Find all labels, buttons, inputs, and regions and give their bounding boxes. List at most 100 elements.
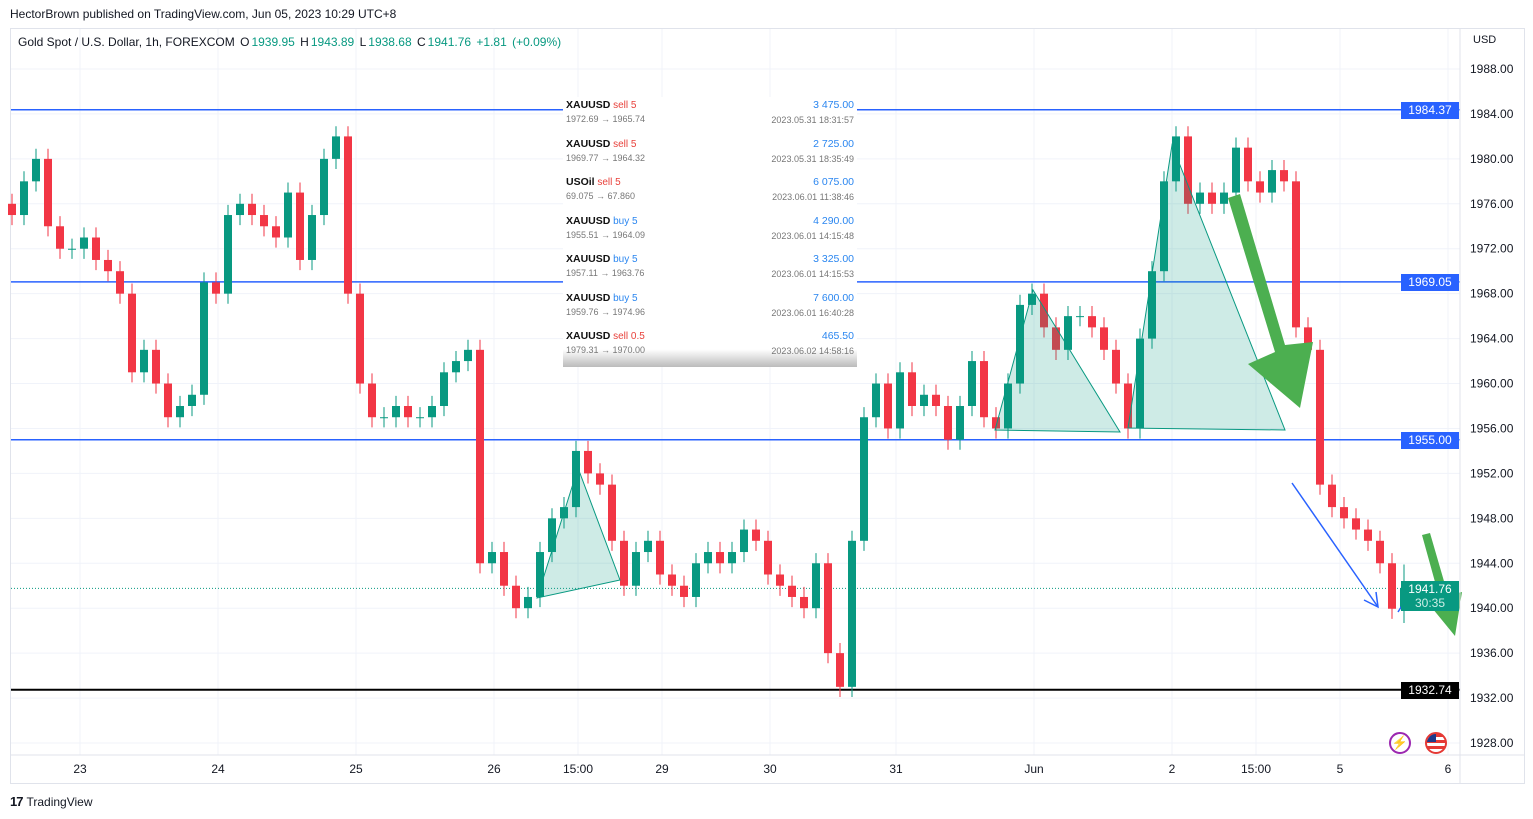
candle [1208,182,1216,214]
candle-body [1040,293,1048,328]
trade-row: XAUUSD buy 5 3 325.00 1957.11 → 1963.76 … [563,251,857,290]
symbol-name: Gold Spot / U.S. Dollar, 1h, FOREXCOM [18,35,235,49]
candle-body [968,361,976,406]
candle-body [1328,484,1336,508]
candle [1052,317,1060,360]
candle [1184,126,1192,214]
x-tick-label: 30 [763,762,777,776]
tradingview-logo-icon[interactable]: 17 [10,794,24,809]
candle-body [992,417,1000,429]
candle-body [464,349,472,362]
trade-symbol: XAUUSD [566,99,611,111]
candle-body [860,417,868,541]
y-tick-label: 1932.00 [1470,691,1514,705]
trade-prices: 1969.77 → 1964.32 [566,152,646,163]
candle-body [740,529,748,553]
candle [176,395,184,428]
candle [1244,137,1252,192]
y-tick-label: 1964.00 [1470,332,1514,346]
candle-body [956,406,964,440]
candle [116,261,124,304]
candle [1112,339,1120,394]
us-flag-icon[interactable] [1425,732,1447,754]
candle-body [896,372,904,429]
candle-body [656,540,664,575]
y-tick-label: 1928.00 [1470,736,1514,750]
footer: 17 TradingView [10,794,93,809]
candle-body [1136,338,1144,429]
candle-body [812,563,820,609]
candle-body [344,136,352,294]
candle-body [692,563,700,597]
candles [8,126,1408,697]
candle-body [8,203,16,216]
candle [152,339,160,394]
trade-time: 2023.06.01 14:15:53 [771,269,854,279]
candle-body [932,394,940,406]
trade-profit: 2 725.00 [813,137,854,150]
trade-time: 2023.05.31 18:31:57 [771,115,854,125]
candle [164,373,172,428]
candle [740,519,748,563]
candle [704,541,712,574]
candle-body [44,158,52,227]
candle-body [392,406,400,418]
candle [1064,306,1072,360]
trade-side: buy 5 [613,292,638,304]
change-value: +1.81 [476,35,507,49]
candle-body [1244,147,1252,182]
trade-side: sell 5 [613,138,637,150]
candle [1100,317,1108,360]
candle-body [764,540,772,575]
candle-body [140,349,148,373]
candle-body [632,552,640,586]
candle [56,216,64,259]
candle [80,227,88,259]
candle [284,182,292,248]
candle [884,373,892,439]
level-price-label: 1932.74 [1401,681,1459,699]
x-tick-label: 2 [1169,762,1176,776]
candle-body [1388,563,1396,609]
candle [512,575,520,619]
y-tick-label: 1944.00 [1470,556,1514,570]
candle [968,350,976,417]
candle-body [80,237,88,249]
trade-side: buy 5 [613,254,638,265]
candle-body [704,552,712,564]
candle-body [980,361,988,418]
chart-frame [10,28,1525,784]
candle-body [260,215,268,227]
candle [692,553,700,608]
candle [644,530,652,563]
candle [584,440,592,484]
candle [632,541,640,596]
candle-body [68,248,76,250]
trade-row: USOil sell 5 6 075.00 69.075 → 67.860 20… [563,174,857,213]
candle [476,339,484,574]
trade-time: 2023.06.02 14:58:16 [771,346,854,356]
candle [236,193,244,226]
candle-body [572,450,580,508]
candle [1280,159,1288,192]
currency-label[interactable]: USD [1473,34,1497,46]
candle [488,541,496,574]
x-tick-label: 24 [211,762,225,776]
candle [848,530,856,697]
candle [800,586,808,619]
candle-body [644,540,652,553]
level-price-label: 1984.37 [1401,101,1459,119]
lightning-icon[interactable]: ⚡ [1389,732,1411,754]
candle-body [1268,170,1276,193]
candle-body [428,406,436,418]
tradingview-logo[interactable]: TradingView [26,794,93,809]
candle [1004,373,1012,439]
candle-body [1160,181,1168,272]
candle-body [92,237,100,260]
candle [356,283,364,394]
candle-body [788,585,796,597]
time-axis: 23 24 25 26 15:00 29 30 31 Jun 2 15:00 5 6 [11,754,1524,776]
candle [1172,126,1180,192]
candle [1028,283,1036,316]
trade-symbol: XAUUSD [566,214,611,227]
